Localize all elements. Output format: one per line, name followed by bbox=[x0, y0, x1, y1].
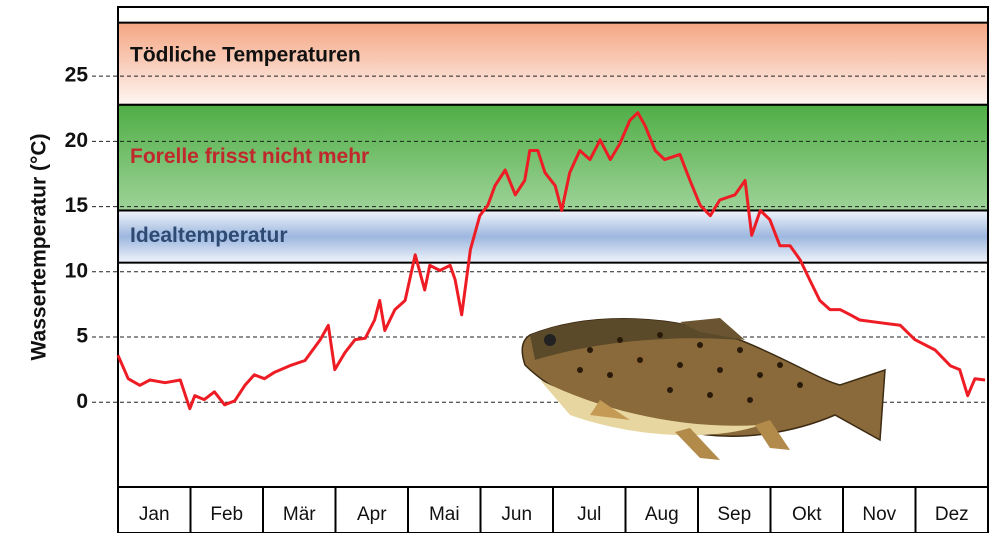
y-tick-label: 5 bbox=[76, 325, 88, 348]
x-tick-label: Jan bbox=[139, 504, 170, 525]
x-tick-label: Jun bbox=[501, 504, 532, 525]
band-label: Forelle frisst nicht mehr bbox=[130, 145, 369, 168]
y-tick-label: 15 bbox=[65, 194, 89, 217]
trout-illustration bbox=[521, 318, 886, 460]
y-tick-label: 25 bbox=[65, 64, 89, 87]
x-tick-label: Mai bbox=[429, 504, 460, 525]
x-tick-label: Sep bbox=[717, 504, 751, 525]
temperature-line bbox=[116, 111, 986, 411]
band-label: Idealtemperatur bbox=[130, 224, 288, 247]
x-tick-label: Aug bbox=[645, 504, 679, 525]
x-tick-label: Okt bbox=[792, 504, 822, 525]
band bbox=[117, 103, 989, 212]
y-axis-title: Wassertemperatur (°C) bbox=[28, 133, 51, 360]
y-tick-label: 10 bbox=[65, 259, 88, 282]
band-label: Tödliche Temperaturen bbox=[130, 43, 361, 66]
band bbox=[117, 209, 989, 264]
y-tick-label: 0 bbox=[76, 390, 88, 413]
x-tick-label: Jul bbox=[577, 504, 601, 525]
x-tick-label: Mär bbox=[283, 504, 316, 525]
x-tick-label: Feb bbox=[210, 504, 243, 525]
x-tick-label: Apr bbox=[357, 504, 387, 525]
y-tick-label: 20 bbox=[65, 129, 88, 152]
x-tick-label: Dez bbox=[935, 504, 969, 525]
x-tick-label: Nov bbox=[862, 504, 896, 525]
band bbox=[117, 21, 989, 106]
